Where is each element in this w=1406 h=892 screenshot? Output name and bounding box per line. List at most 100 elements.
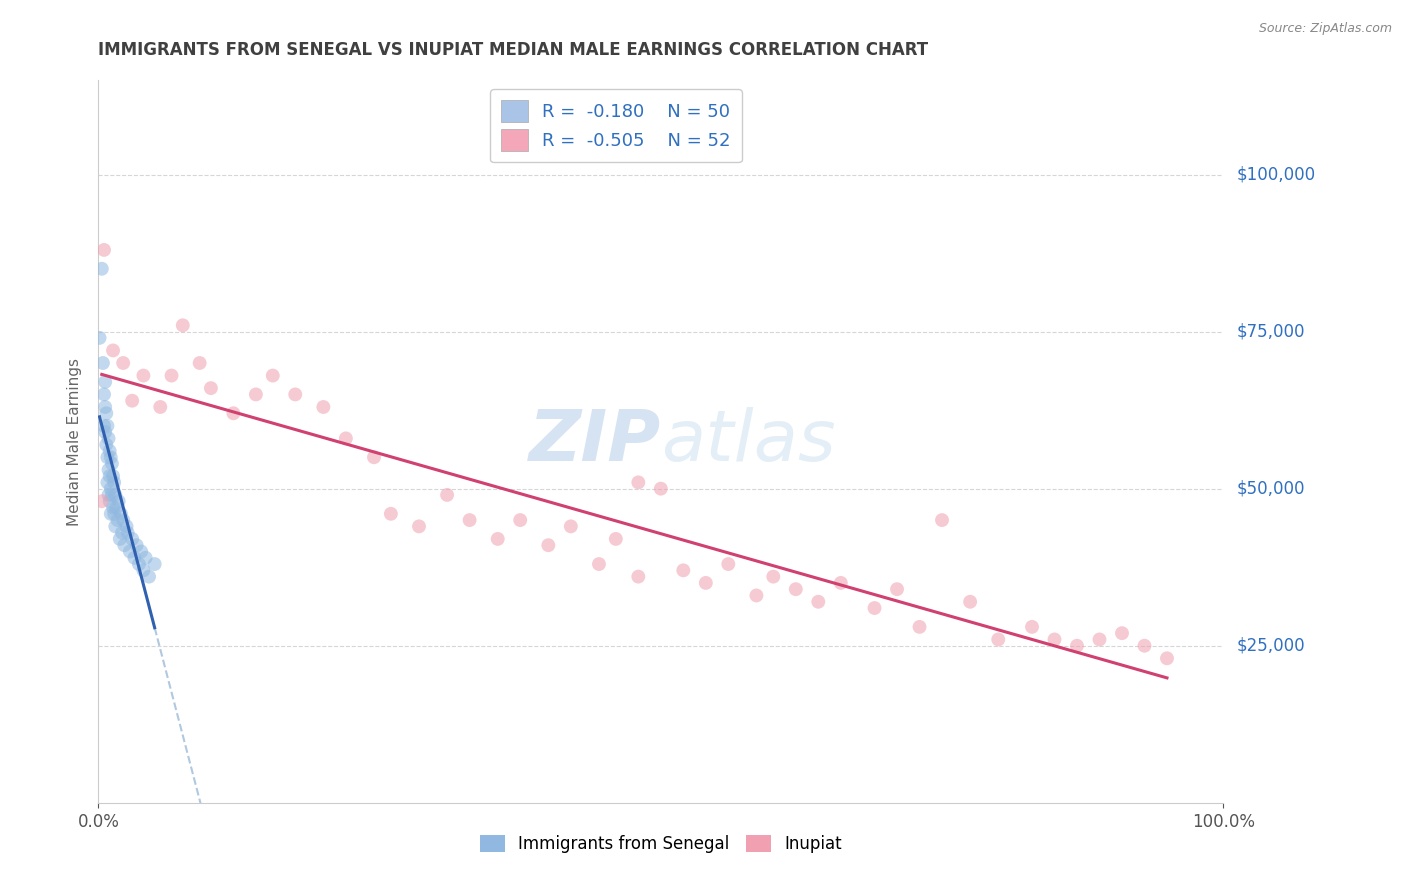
Point [987, 632, 1010, 647]
Point [627, 475, 650, 490]
Point [745, 589, 768, 603]
Point [458, 513, 481, 527]
Point [335, 431, 357, 445]
Point [118, 544, 141, 558]
Point [807, 595, 830, 609]
Point [1043, 632, 1066, 647]
Point [509, 513, 531, 527]
Point [132, 563, 155, 577]
Point [627, 569, 650, 583]
Point [96, 406, 118, 420]
Point [94, 400, 117, 414]
Point [96, 438, 118, 452]
Point [959, 595, 981, 609]
Point [1156, 651, 1178, 665]
Point [931, 513, 953, 527]
Point [96, 450, 118, 465]
Point [1111, 626, 1133, 640]
Point [98, 469, 121, 483]
Point [135, 550, 157, 565]
Point [132, 368, 155, 383]
Point [138, 569, 160, 583]
Point [101, 488, 124, 502]
Point [93, 418, 115, 433]
Point [830, 575, 852, 590]
Point [90, 261, 112, 276]
Point [100, 507, 122, 521]
Point [672, 563, 695, 577]
Text: $75,000: $75,000 [1237, 323, 1306, 341]
Text: atlas: atlas [661, 407, 835, 476]
Point [94, 425, 117, 439]
Text: $25,000: $25,000 [1237, 637, 1306, 655]
Point [107, 494, 129, 508]
Point [560, 519, 582, 533]
Point [121, 393, 143, 408]
Point [200, 381, 222, 395]
Point [188, 356, 211, 370]
Point [93, 387, 115, 401]
Point [101, 457, 124, 471]
Point [1021, 620, 1043, 634]
Point [108, 532, 131, 546]
Point [112, 513, 135, 527]
Point [103, 507, 125, 521]
Point [284, 387, 307, 401]
Point [90, 494, 112, 508]
Point [117, 525, 139, 540]
Point [104, 488, 127, 502]
Point [94, 375, 117, 389]
Point [101, 469, 124, 483]
Point [785, 582, 807, 597]
Point [97, 463, 120, 477]
Point [312, 400, 335, 414]
Text: IMMIGRANTS FROM SENEGAL VS INUPIAT MEDIAN MALE EARNINGS CORRELATION CHART: IMMIGRANTS FROM SENEGAL VS INUPIAT MEDIA… [98, 41, 928, 59]
Point [104, 519, 127, 533]
Point [93, 243, 115, 257]
Point [121, 532, 143, 546]
Point [105, 500, 128, 515]
Point [96, 475, 118, 490]
Point [96, 418, 118, 433]
Point [605, 532, 627, 546]
Point [363, 450, 385, 465]
Point [863, 601, 886, 615]
Point [262, 368, 284, 383]
Point [588, 557, 610, 571]
Text: $50,000: $50,000 [1237, 480, 1306, 498]
Point [101, 343, 124, 358]
Point [89, 331, 111, 345]
Point [886, 582, 908, 597]
Point [97, 431, 120, 445]
Point [107, 513, 129, 527]
Point [129, 544, 152, 558]
Point [124, 550, 146, 565]
Point [408, 519, 430, 533]
Point [1066, 639, 1088, 653]
Point [172, 318, 194, 333]
Point [111, 525, 134, 540]
Point [128, 557, 150, 571]
Point [1088, 632, 1111, 647]
Point [717, 557, 740, 571]
Point [160, 368, 183, 383]
Point [695, 575, 717, 590]
Point [908, 620, 931, 634]
Y-axis label: Median Male Earnings: Median Male Earnings [67, 358, 83, 525]
Point [650, 482, 672, 496]
Point [486, 532, 509, 546]
Point [91, 356, 114, 370]
Point [98, 444, 121, 458]
Point [100, 450, 122, 465]
Point [1133, 639, 1156, 653]
Text: Source: ZipAtlas.com: Source: ZipAtlas.com [1258, 22, 1392, 36]
Point [101, 500, 124, 515]
Point [97, 488, 120, 502]
Point [100, 482, 122, 496]
Legend: Immigrants from Senegal, Inupiat: Immigrants from Senegal, Inupiat [472, 828, 849, 860]
Point [112, 538, 135, 552]
Point [762, 569, 785, 583]
Point [436, 488, 458, 502]
Point [245, 387, 267, 401]
Point [537, 538, 560, 552]
